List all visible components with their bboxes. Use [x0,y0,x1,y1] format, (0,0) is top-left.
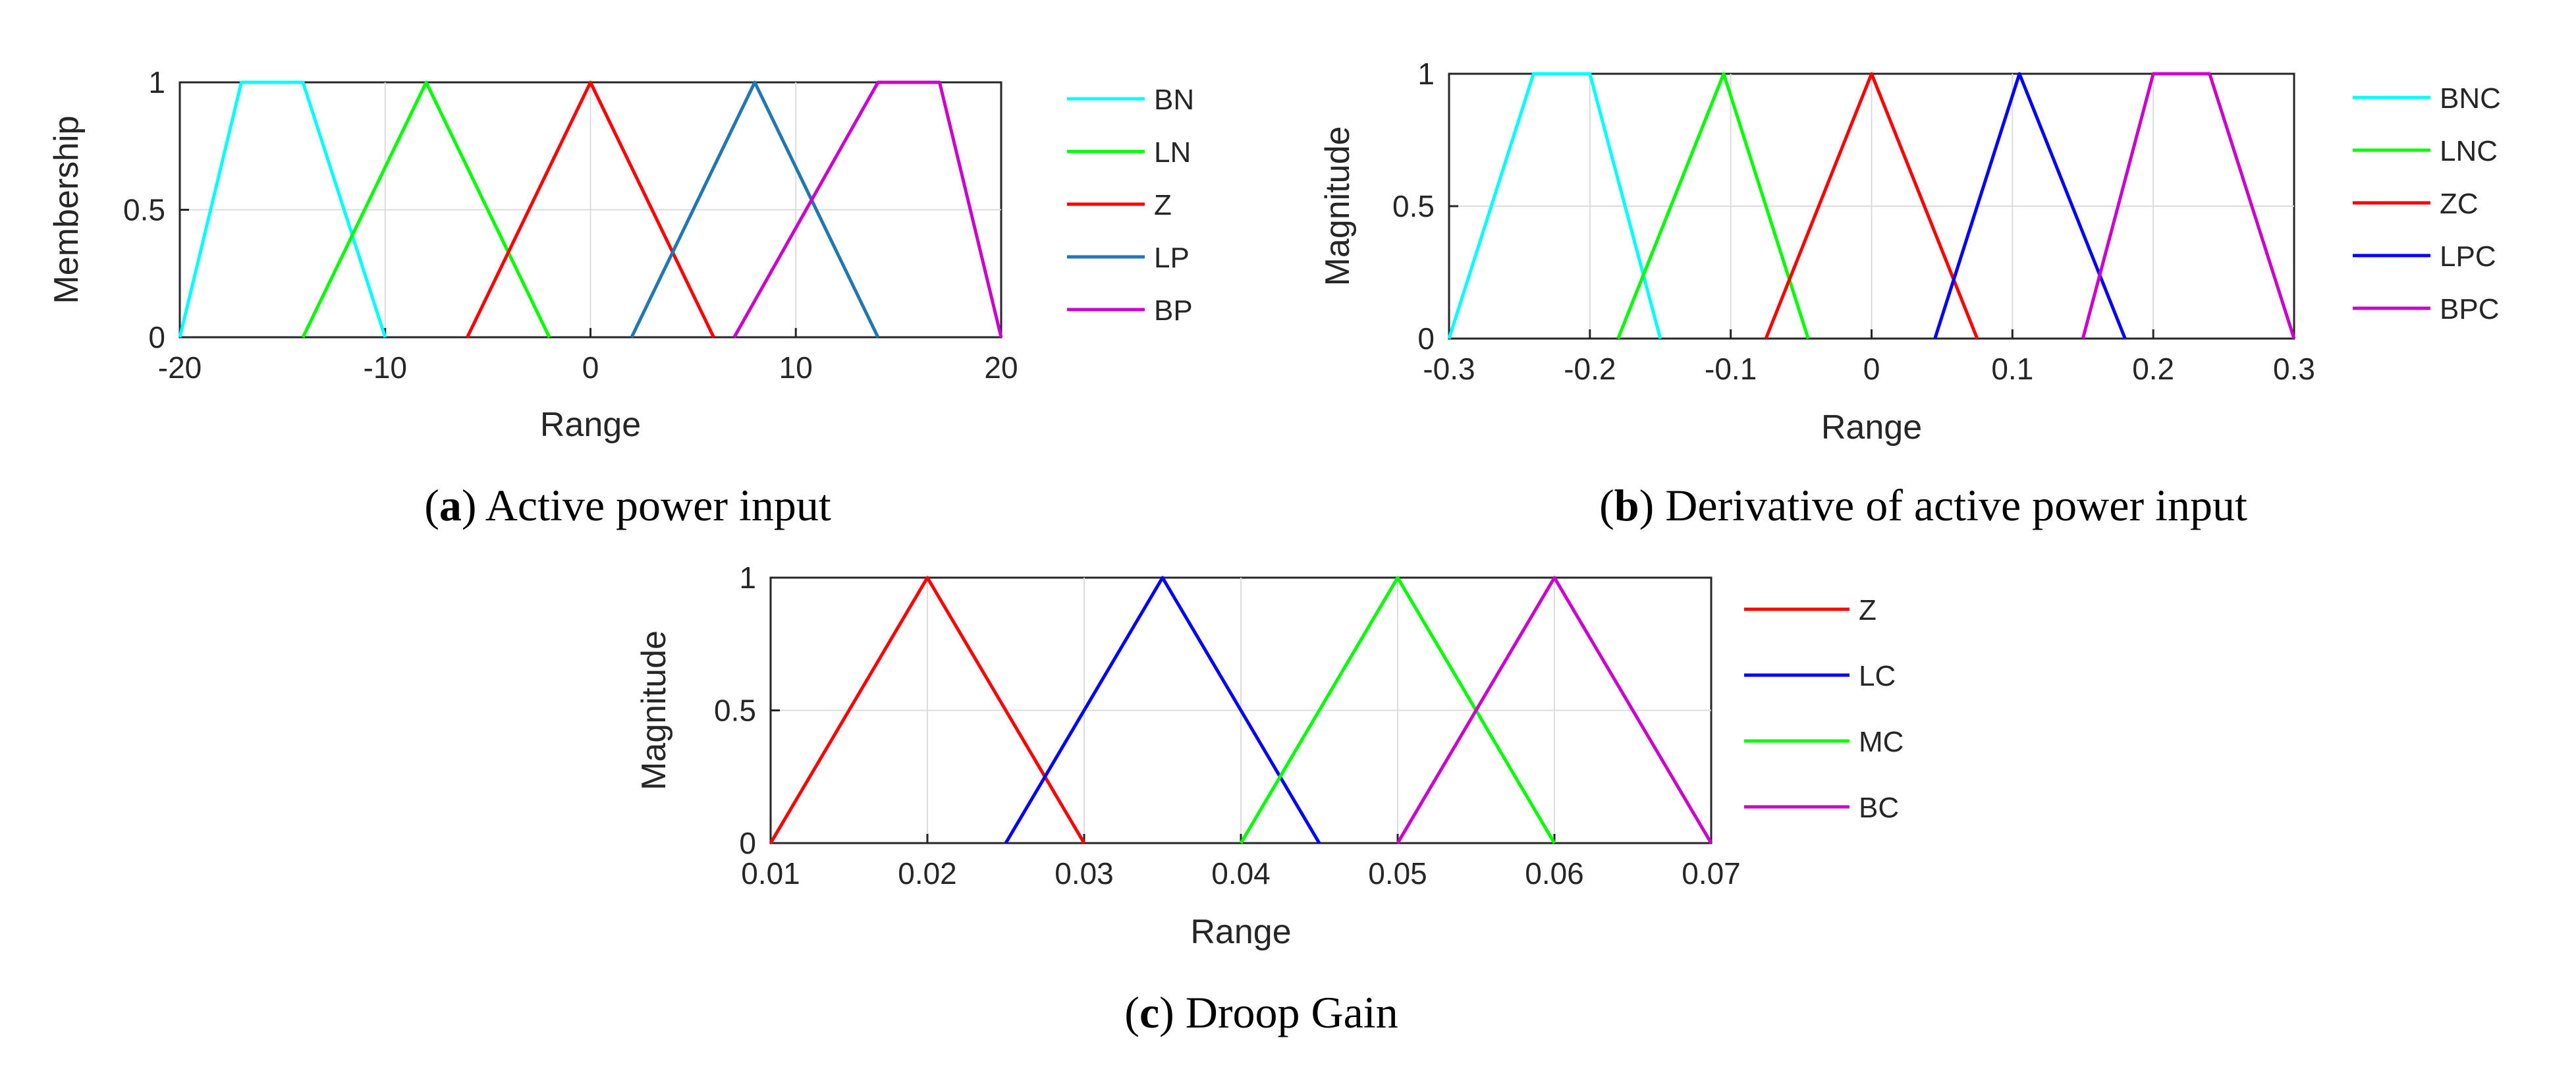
series-line-lp [630,80,880,339]
legend-label-bc: BC [1859,792,1899,824]
x-tick-label: 0.04 [1211,856,1271,891]
x-tick-label: 0.2 [2132,352,2174,386]
y-tick-label: 0.5 [123,193,165,227]
panel-b-derivative-active-power: -0.3 -0.2 -0.1 0 0.1 0.2 0.3 0 0.5 1 Range Magnitud… [1319,57,2501,530]
legend-label-z: Z [1154,189,1172,221]
legend-label-lp: LP [1154,242,1190,274]
series-line-zc [1764,72,1979,339]
x-tick-label: -0.3 [1423,352,1475,386]
panel-c-droop-gain: 0.01 0.02 0.03 0.04 0.05 0.06 0.07 0 0.5 1 Range Ma… [635,561,1904,1037]
x-tick-label: -0.2 [1564,352,1616,386]
legend-label-ln: LN [1154,136,1191,169]
legend-label-zc: ZC [2440,188,2479,220]
series-line-bpc [2081,72,2296,339]
legend-label-lnc: LNC [2440,135,2498,167]
series-line-lc [1004,576,1321,844]
x-tick-label: 0.06 [1525,856,1584,891]
legend-label-lpc: LPC [2440,240,2496,273]
y-tick-label: 1 [1417,57,1435,91]
x-tick-label: 0.1 [1991,352,2033,386]
y-axis-label: Membership [47,115,86,304]
panel-a-active-power-input: -20 -10 0 10 20 0 0.5 1 Range Membership BN LN Z LP BP… [47,65,1194,530]
series-line-bn [178,80,387,338]
y-tick-label: 0 [1417,321,1435,356]
x-tick-label: 0.05 [1368,856,1427,891]
y-tick-label: 0.5 [714,694,756,728]
legend-label-z: Z [1859,594,1877,626]
legend-label-bp: BP [1154,294,1193,327]
x-tick-label: 0.3 [2273,352,2315,386]
y-tick-label: 0.5 [1392,189,1435,223]
x-tick-label: 20 [984,350,1018,385]
legend-label-lc: LC [1859,660,1896,692]
series-line-bnc [1447,72,1662,339]
y-axis-label: Magnitude [635,630,673,790]
series-line-mc [1239,576,1556,844]
series-line-z [769,576,1086,844]
panel-caption: (c) Droop Gain [1124,987,1398,1037]
x-tick-label: 0.07 [1682,856,1741,891]
series-line-bp [732,80,1003,339]
series-line-bc [1396,576,1713,844]
x-tick-label: -20 [158,350,202,385]
y-tick-label: 0 [739,826,756,860]
legend-label-bpc: BPC [2440,293,2499,325]
y-tick-label: 1 [739,561,756,595]
series-line-lpc [1933,72,2127,339]
x-axis-label: Range [1190,913,1291,951]
legend-label-bnc: BNC [2440,82,2501,115]
x-tick-label: 0 [1863,352,1880,386]
x-tick-label: -10 [364,350,407,385]
y-tick-label: 1 [148,65,165,99]
x-tick-label: 0 [582,350,599,385]
x-tick-label: -0.1 [1705,352,1757,386]
y-axis-label: Magnitude [1319,126,1357,287]
legend-label-bn: BN [1154,84,1194,116]
x-tick-label: 0.02 [898,856,957,891]
panel-caption: (a) Active power input [424,480,831,530]
panel-caption: (b) Derivative of active power input [1599,480,2247,530]
x-tick-label: 0.01 [741,856,800,891]
x-axis-label: Range [540,406,641,444]
series-line-lnc [1616,72,1810,339]
legend-label-mc: MC [1859,726,1904,758]
x-tick-label: 0.03 [1055,856,1114,891]
y-tick-label: 0 [148,320,165,354]
x-axis-label: Range [1821,408,1922,447]
x-tick-label: 10 [779,350,813,385]
